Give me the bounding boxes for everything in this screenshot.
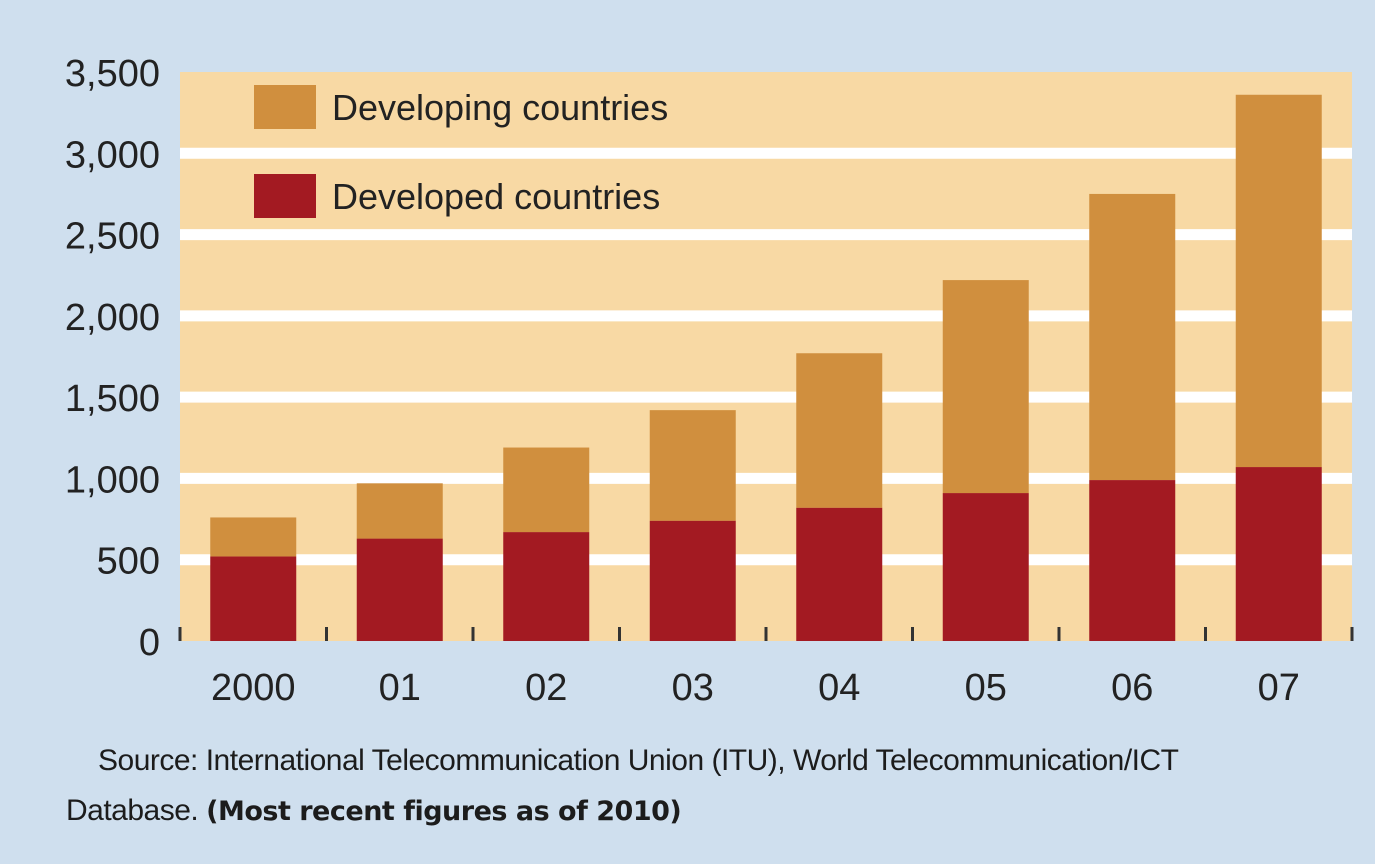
bar-developed-countries — [356, 538, 443, 641]
bar-developed-countries — [942, 493, 1029, 641]
bar-developing-countries — [210, 517, 297, 557]
y-tick-label: 3,000 — [65, 134, 160, 176]
x-tick-label: 05 — [965, 667, 1007, 709]
y-tick-label: 500 — [97, 541, 160, 583]
bar-developing-countries — [356, 483, 443, 539]
legend: Developing countries Developed countries — [254, 85, 668, 218]
bar-developed-countries — [210, 556, 297, 641]
bar-developed-countries — [1089, 480, 1176, 641]
x-tick-label: 02 — [525, 667, 567, 709]
y-tick-label: 2,500 — [65, 216, 160, 258]
bar-developing-countries — [503, 447, 590, 533]
bar-developing-countries — [796, 353, 883, 508]
bar-developed-countries — [796, 507, 883, 641]
bar-developed-countries — [1235, 467, 1322, 641]
x-axis — [178, 627, 1354, 641]
x-tick-label: 04 — [818, 667, 860, 709]
legend-label: Developed countries — [332, 176, 660, 217]
bars — [210, 94, 1322, 641]
y-tick-label: 0 — [139, 622, 160, 664]
x-tick-label: 03 — [672, 667, 714, 709]
y-tick-label: 3,500 — [65, 53, 160, 95]
x-tick-label: 2000 — [211, 667, 296, 709]
y-tick-label: 1,500 — [65, 378, 160, 420]
bar-developing-countries — [1089, 193, 1176, 481]
bar-developing-countries — [942, 280, 1029, 494]
x-axis-tick-labels: 2000 01 02 03 04 05 06 07 — [211, 667, 1300, 709]
x-tick-label: 01 — [379, 667, 421, 709]
source-database-label: Database. — [66, 794, 199, 827]
legend-swatch — [254, 174, 316, 218]
y-tick-label: 1,000 — [65, 459, 160, 501]
bar-developed-countries — [649, 520, 736, 641]
stacked-bar-chart: 0 500 1,000 1,500 2,000 2,500 3,000 3,500 2000 0… — [65, 53, 1354, 709]
bar-developing-countries — [1235, 94, 1322, 468]
y-axis-tick-labels: 0 500 1,000 1,500 2,000 2,500 3,000 3,500 — [65, 53, 160, 664]
source-recency-note: (Most recent figures as of 2010) — [206, 796, 682, 827]
legend-swatch — [254, 85, 316, 129]
source-note: Source: International Telecommunication … — [0, 736, 1375, 837]
source-line-2: Database. (Most recent figures as of 201… — [0, 786, 1375, 837]
y-tick-label: 2,000 — [65, 297, 160, 339]
legend-label: Developing countries — [332, 87, 668, 128]
bar-developing-countries — [649, 410, 736, 521]
x-tick-label: 06 — [1111, 667, 1153, 709]
x-tick-label: 07 — [1258, 667, 1300, 709]
bar-developed-countries — [503, 532, 590, 641]
source-line-1: Source: International Telecommunication … — [98, 744, 1179, 777]
